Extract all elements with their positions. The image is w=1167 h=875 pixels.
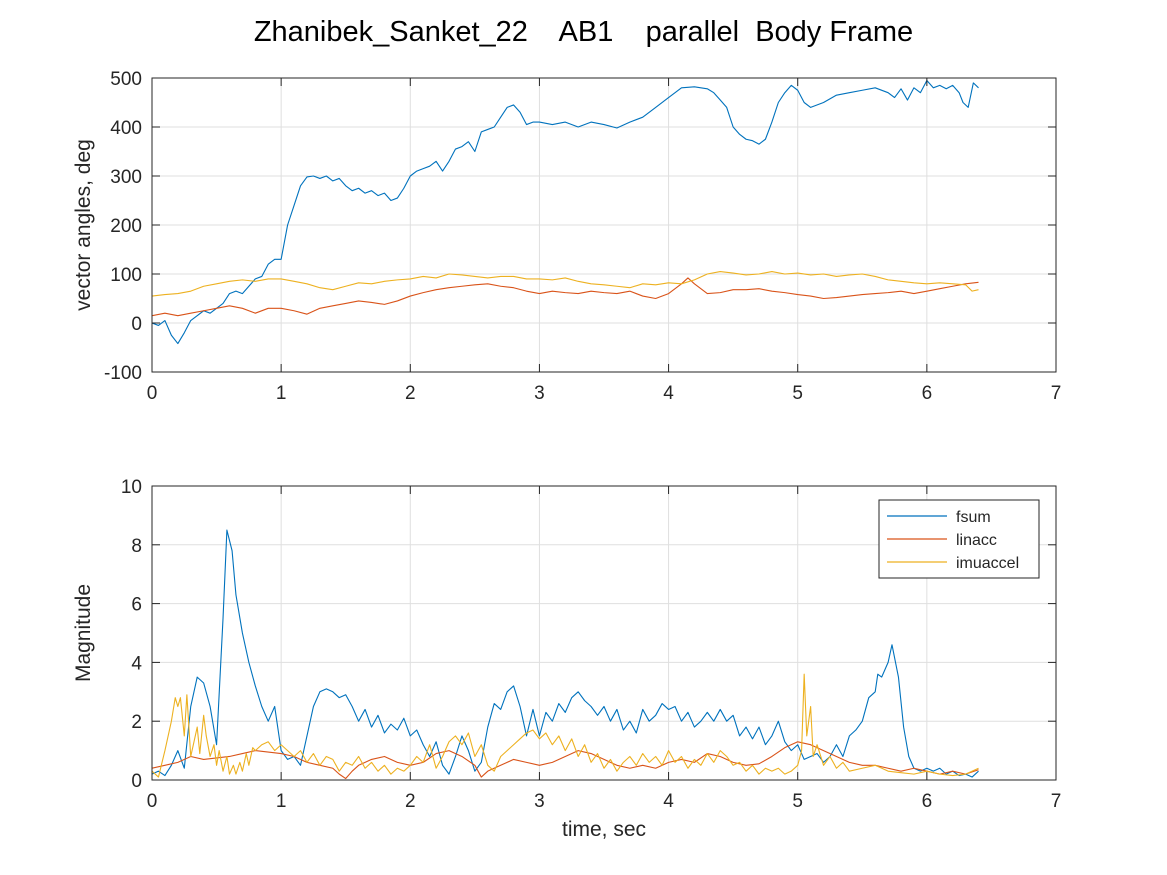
- y-tick-label: 200: [110, 216, 142, 237]
- axes-box: [151, 485, 1057, 781]
- y-tick-label: 2: [131, 712, 142, 733]
- legend-label: imuaccel: [956, 555, 1019, 572]
- y-tick-label: 500: [110, 69, 142, 90]
- legend: fsum linacc imuaccel: [878, 499, 1040, 579]
- series-line-1: [152, 529, 979, 778]
- axes-2: 0 1 2 3 4 5 6 7 0 2 4 6 8 10 Magnitude time, sec fsum lin…: [72, 477, 1061, 841]
- x-tick-label: 4: [663, 791, 674, 812]
- x-tick-label: 2: [405, 383, 416, 404]
- series-line-3: [152, 270, 979, 297]
- x-axis-label: time, sec: [562, 818, 646, 841]
- y-tick-label: 400: [110, 118, 142, 139]
- series-line-2: [152, 741, 979, 780]
- y-tick-label: 100: [110, 265, 142, 286]
- y-tick-label: 4: [131, 653, 142, 674]
- figure-title: Zhanibek_Sanket_22 AB1 parallel Body Fra…: [253, 16, 914, 48]
- x-tick-label: 6: [922, 791, 933, 812]
- x-tick-label: 5: [792, 791, 803, 812]
- x-tick-label: 1: [276, 791, 287, 812]
- series-line-2: [152, 277, 979, 317]
- y-tick-label: 8: [131, 536, 142, 557]
- x-tick-label: 2: [405, 791, 416, 812]
- y-tick-label: 0: [131, 771, 142, 792]
- y-tick-label: 10: [121, 477, 142, 498]
- y-axis-label: Magnitude: [72, 584, 95, 682]
- y-tick-label: 0: [131, 314, 142, 335]
- legend-label: linacc: [956, 532, 997, 549]
- y-tick-label: 6: [131, 595, 142, 616]
- x-tick-label: 3: [534, 383, 545, 404]
- x-tick-label: 3: [534, 791, 545, 812]
- y-axis-label: vector angles, deg: [72, 139, 95, 311]
- x-tick-label: 0: [147, 791, 158, 812]
- x-tick-label: 7: [1051, 791, 1062, 812]
- series-line-3: [152, 673, 979, 778]
- x-tick-label: 5: [792, 383, 803, 404]
- x-tick-label: 7: [1051, 383, 1062, 404]
- x-tick-label: 6: [922, 383, 933, 404]
- series-line-1: [152, 79, 979, 345]
- legend-label: fsum: [956, 509, 991, 526]
- x-tick-label: 4: [663, 383, 674, 404]
- x-tick-label: 1: [276, 383, 287, 404]
- x-tick-label: 0: [147, 383, 158, 404]
- y-tick-label: 300: [110, 167, 142, 188]
- y-tick-label: -100: [104, 363, 142, 384]
